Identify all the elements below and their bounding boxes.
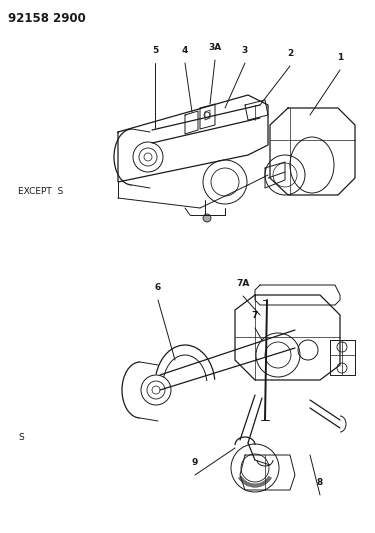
Text: 7A: 7A xyxy=(236,279,250,288)
Circle shape xyxy=(203,214,211,222)
Text: 9: 9 xyxy=(192,458,198,467)
Text: 4: 4 xyxy=(182,46,188,55)
Text: 7: 7 xyxy=(252,311,258,320)
Text: 2: 2 xyxy=(287,49,293,58)
Text: 3A: 3A xyxy=(209,43,222,52)
Text: 3: 3 xyxy=(242,46,248,55)
Text: EXCEPT  S: EXCEPT S xyxy=(18,188,63,197)
Text: 6: 6 xyxy=(155,283,161,292)
Text: 8: 8 xyxy=(317,478,323,487)
Text: S: S xyxy=(18,432,24,441)
Text: 5: 5 xyxy=(152,46,158,55)
Text: 1: 1 xyxy=(337,53,343,62)
Text: 92158 2900: 92158 2900 xyxy=(8,12,86,25)
